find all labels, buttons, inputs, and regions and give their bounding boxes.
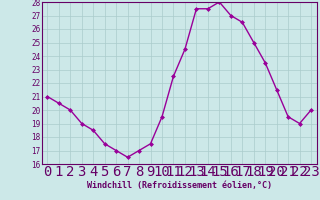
X-axis label: Windchill (Refroidissement éolien,°C): Windchill (Refroidissement éolien,°C) xyxy=(87,181,272,190)
